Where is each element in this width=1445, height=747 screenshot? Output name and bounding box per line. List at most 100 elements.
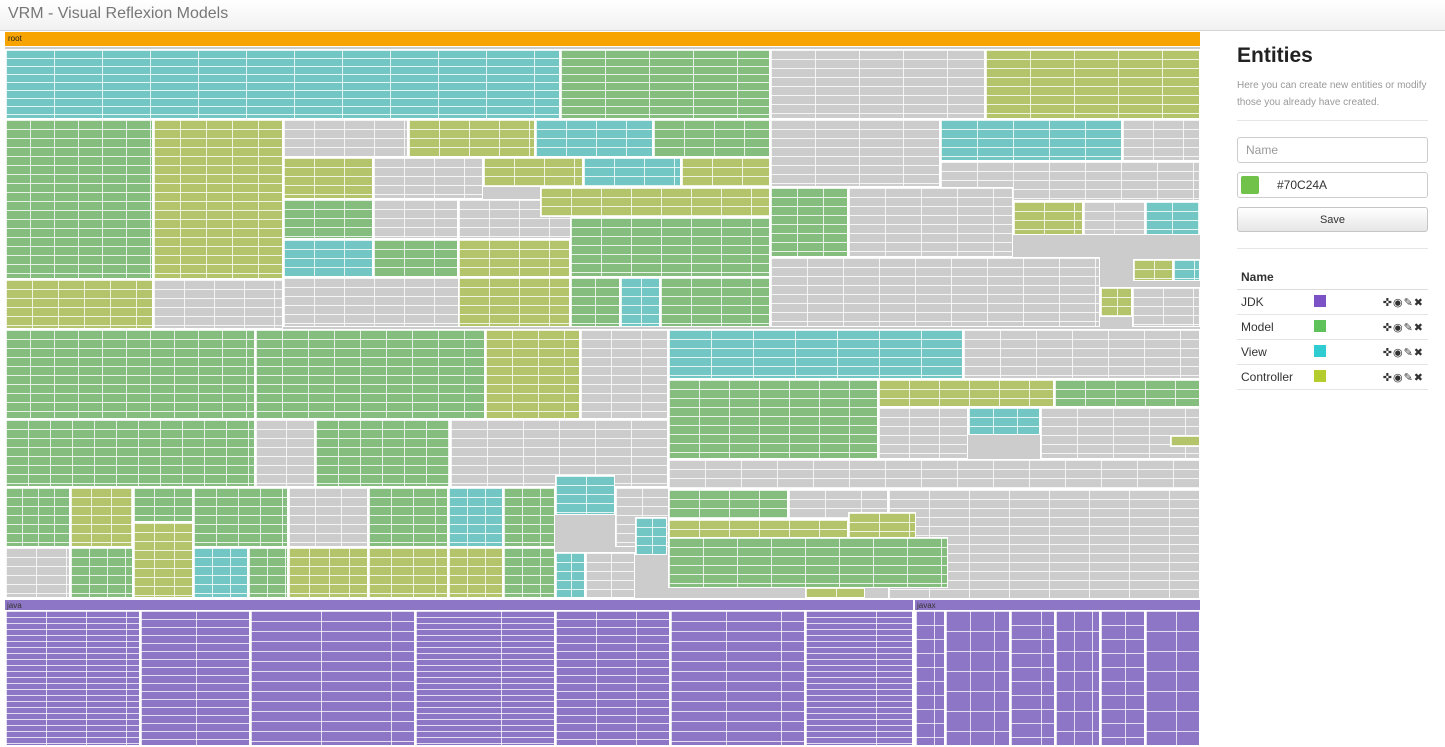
treemap-region[interactable]: [1173, 259, 1200, 281]
treemap-region[interactable]: [133, 487, 193, 522]
pencil-icon[interactable]: ✎: [1403, 346, 1414, 359]
treemap-region[interactable]: [681, 157, 770, 187]
treemap-region[interactable]: [668, 329, 963, 379]
treemap-region[interactable]: [1100, 610, 1145, 746]
treemap-region[interactable]: [193, 487, 288, 547]
treemap-region[interactable]: [560, 49, 770, 119]
treemap-region[interactable]: [283, 199, 373, 239]
treemap-region[interactable]: [805, 587, 865, 598]
treemap-region[interactable]: [140, 610, 250, 746]
table-row[interactable]: View ✜◉✎✖: [1237, 339, 1428, 365]
treemap-region[interactable]: [540, 187, 770, 217]
treemap-region[interactable]: [985, 49, 1200, 119]
treemap-region[interactable]: [570, 277, 620, 327]
treemap-region[interactable]: [5, 49, 560, 119]
treemap-region[interactable]: [70, 547, 133, 598]
treemap-region[interactable]: [770, 49, 985, 119]
treemap-region[interactable]: [250, 610, 415, 746]
treemap-region[interactable]: [153, 119, 283, 279]
treemap-region[interactable]: [1145, 201, 1200, 235]
table-row[interactable]: JDK ✜◉✎✖: [1237, 289, 1428, 315]
treemap-root[interactable]: root: [5, 32, 1200, 46]
treemap-region[interactable]: [255, 419, 315, 487]
treemap-region[interactable]: [368, 547, 448, 598]
treemap-region[interactable]: [1133, 259, 1173, 281]
treemap-region[interactable]: [408, 119, 535, 157]
treemap-region[interactable]: [5, 419, 255, 487]
package-javax[interactable]: javax: [915, 600, 1200, 746]
eye-icon[interactable]: ◉: [1392, 296, 1404, 309]
treemap-region[interactable]: [963, 329, 1200, 379]
treemap-region[interactable]: [653, 119, 770, 157]
treemap-region[interactable]: [878, 407, 968, 459]
treemap-region[interactable]: [1145, 610, 1200, 746]
treemap-region[interactable]: [668, 379, 878, 459]
treemap-region[interactable]: [1054, 379, 1200, 407]
treemap-region[interactable]: [283, 119, 408, 157]
treemap-region[interactable]: [503, 547, 555, 598]
treemap-region[interactable]: [770, 257, 1100, 327]
move-icon[interactable]: ✜: [1382, 296, 1393, 309]
trash-icon[interactable]: ✖: [1413, 346, 1424, 359]
treemap-region[interactable]: [668, 489, 788, 519]
treemap-region[interactable]: [503, 487, 555, 547]
treemap-region[interactable]: [5, 487, 70, 547]
pencil-icon[interactable]: ✎: [1403, 296, 1414, 309]
treemap-region[interactable]: [580, 329, 668, 419]
treemap-region[interactable]: [1132, 287, 1200, 327]
treemap-region[interactable]: [193, 547, 248, 598]
treemap-region[interactable]: [770, 187, 848, 257]
treemap-region[interactable]: [570, 217, 770, 277]
trash-icon[interactable]: ✖: [1413, 296, 1424, 309]
treemap-region[interactable]: [848, 512, 916, 542]
treemap-region[interactable]: [660, 277, 770, 327]
trash-icon[interactable]: ✖: [1413, 371, 1424, 384]
treemap-region[interactable]: [968, 407, 1040, 435]
treemap-region[interactable]: [255, 329, 485, 419]
color-swatch[interactable]: [1241, 176, 1259, 194]
eye-icon[interactable]: ◉: [1392, 346, 1404, 359]
treemap-region[interactable]: [1170, 435, 1200, 447]
treemap-region[interactable]: [485, 329, 580, 419]
treemap-region[interactable]: [848, 187, 1013, 257]
treemap-region[interactable]: [915, 610, 945, 746]
pencil-icon[interactable]: ✎: [1403, 321, 1414, 334]
name-input[interactable]: [1237, 137, 1428, 163]
treemap-region[interactable]: [288, 547, 368, 598]
treemap-region[interactable]: [458, 239, 570, 277]
treemap-region[interactable]: [555, 475, 615, 515]
treemap[interactable]: root CH java javax: [5, 32, 1200, 746]
treemap-region[interactable]: [283, 277, 463, 327]
move-icon[interactable]: ✜: [1382, 346, 1393, 359]
treemap-region[interactable]: [5, 119, 153, 279]
eye-icon[interactable]: ◉: [1392, 371, 1404, 384]
treemap-region[interactable]: [805, 610, 913, 746]
treemap-region[interactable]: [945, 610, 1010, 746]
treemap-region[interactable]: [373, 199, 458, 239]
move-icon[interactable]: ✜: [1382, 371, 1393, 384]
treemap-region[interactable]: [5, 547, 70, 598]
treemap-region[interactable]: [1010, 610, 1055, 746]
treemap-region[interactable]: [5, 610, 140, 746]
treemap-region[interactable]: [373, 239, 458, 277]
treemap-region[interactable]: [585, 552, 635, 598]
table-row[interactable]: Controller ✜◉✎✖: [1237, 364, 1428, 390]
treemap-region[interactable]: [1055, 610, 1100, 746]
treemap-region[interactable]: [448, 487, 503, 547]
treemap-region[interactable]: [770, 119, 940, 187]
treemap-region[interactable]: [1040, 407, 1200, 459]
treemap-region[interactable]: [620, 277, 660, 327]
treemap-region[interactable]: [1013, 201, 1083, 235]
treemap-region[interactable]: [1083, 201, 1145, 235]
treemap-region[interactable]: [1100, 287, 1132, 317]
treemap-region[interactable]: [668, 459, 1200, 489]
treemap-region[interactable]: [373, 157, 483, 199]
treemap-region[interactable]: [668, 537, 948, 588]
treemap-region[interactable]: [448, 547, 503, 598]
treemap-region[interactable]: [458, 277, 570, 327]
treemap-region[interactable]: [368, 487, 448, 547]
treemap-region[interactable]: [940, 119, 1122, 161]
treemap-region[interactable]: [670, 610, 805, 746]
treemap-region[interactable]: [415, 610, 555, 746]
treemap-region[interactable]: [583, 157, 681, 187]
